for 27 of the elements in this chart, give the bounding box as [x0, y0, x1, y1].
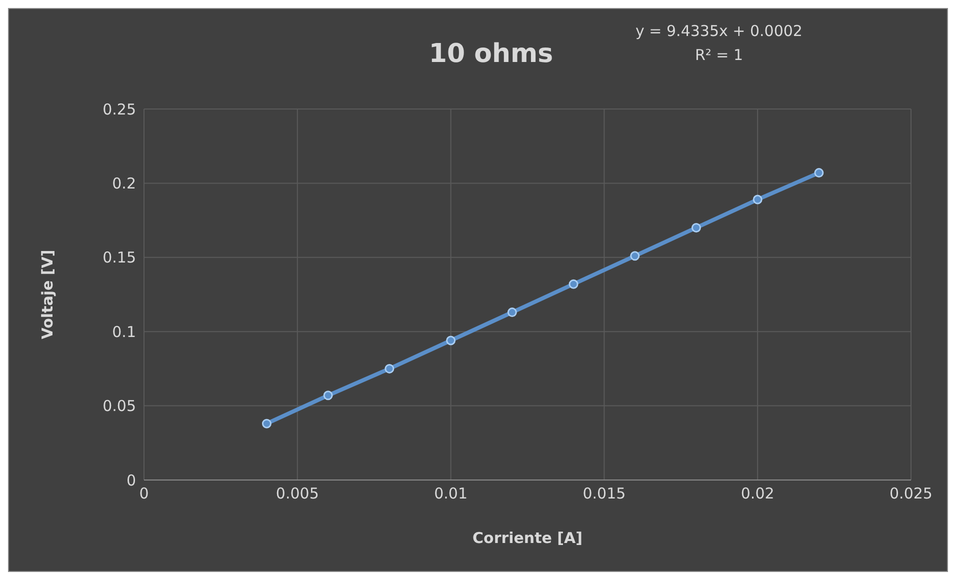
x-tick-label: 0 [139, 484, 149, 503]
x-tick-label: 0.02 [740, 484, 774, 503]
point [262, 418, 272, 428]
y-tick-label: 0.1 [112, 322, 136, 341]
x-tick-label: 0.005 [276, 484, 319, 503]
point [814, 168, 824, 178]
text: y = 9.4335x + 0.0002 [634, 21, 804, 42]
point [507, 308, 517, 318]
text: R² = 1 [694, 45, 744, 66]
x-axis-title: Corriente [A] [472, 529, 582, 547]
x-tick-label: 0.01 [434, 484, 468, 503]
point [323, 390, 333, 400]
y-tick-label: 0.05 [102, 397, 136, 416]
y-tick-label: 0.25 [102, 100, 136, 118]
y-tick-label: 0.2 [112, 174, 136, 193]
point [752, 194, 762, 204]
point [568, 279, 578, 289]
x-tick-label: 0.025 [890, 484, 932, 503]
x-tick-label: 0.015 [582, 484, 626, 503]
y-axis-title: Voltaje [V] [38, 250, 56, 340]
point [384, 364, 394, 374]
y-tick-label: 0 [126, 471, 136, 490]
chart-title: 10 ohms [428, 39, 554, 69]
point [630, 251, 640, 261]
y-tick-label: 0.15 [102, 248, 136, 267]
point [691, 222, 701, 232]
point [446, 336, 456, 346]
